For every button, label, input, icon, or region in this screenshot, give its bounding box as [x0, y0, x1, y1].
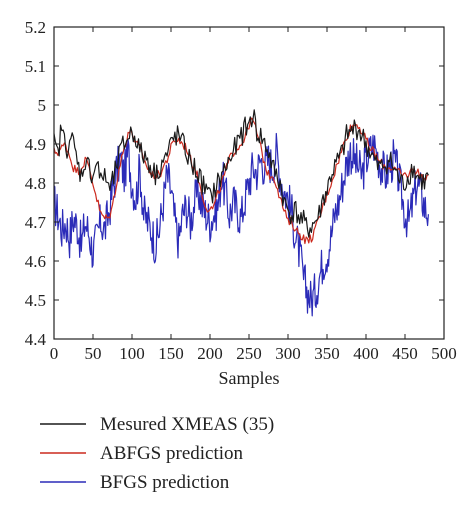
x-tick-label-300: 300: [275, 344, 301, 363]
x-tick-label-200: 200: [197, 344, 223, 363]
x-tick-label-250: 250: [236, 344, 262, 363]
x-tick-label-100: 100: [119, 344, 145, 363]
y-tick-label-1: 4.5: [25, 291, 46, 310]
x-tick-label-150: 150: [158, 344, 184, 363]
series-line-abfgs-prediction: [53, 117, 429, 245]
legend-label-0: Mesured XMEAS (35): [100, 414, 274, 435]
series-layer: [53, 109, 429, 317]
ticks-layer: 0 50 100 150 200 250 300 350 400 450 500 4.4 4.5 4.6 4…: [25, 18, 457, 363]
legend-item-0: Mesured XMEAS (35): [40, 414, 274, 435]
x-tick-label-500: 500: [431, 344, 457, 363]
y-tick-label-6: 5: [38, 96, 47, 115]
x-tick-label-450: 450: [392, 344, 418, 363]
series-line-bfgs-prediction: [53, 132, 429, 317]
legend-item-1: ABFGS prediction: [40, 443, 244, 464]
x-tick-label-400: 400: [353, 344, 379, 363]
legend-label-1: ABFGS prediction: [100, 443, 244, 464]
y-tick-label-2: 4.6: [25, 252, 46, 271]
y-tick-label-8: 5.2: [25, 18, 46, 37]
y-tick-label-4: 4.8: [25, 174, 46, 193]
legend: Mesured XMEAS (35) ABFGS prediction BFGS p…: [40, 414, 274, 493]
y-tick-label-5: 4.9: [25, 135, 46, 154]
x-axis-title: Samples: [219, 368, 280, 388]
series-line-mesured-xmeas-35: [53, 109, 429, 238]
legend-item-2: BFGS prediction: [40, 472, 230, 493]
x-tick-label-50: 50: [85, 344, 102, 363]
y-tick-label-7: 5.1: [25, 57, 46, 76]
legend-label-2: BFGS prediction: [100, 472, 230, 493]
y-tick-label-3: 4.7: [25, 213, 47, 232]
x-tick-label-350: 350: [314, 344, 340, 363]
x-tick-label-0: 0: [50, 344, 59, 363]
y-tick-label-0: 4.4: [25, 330, 47, 349]
